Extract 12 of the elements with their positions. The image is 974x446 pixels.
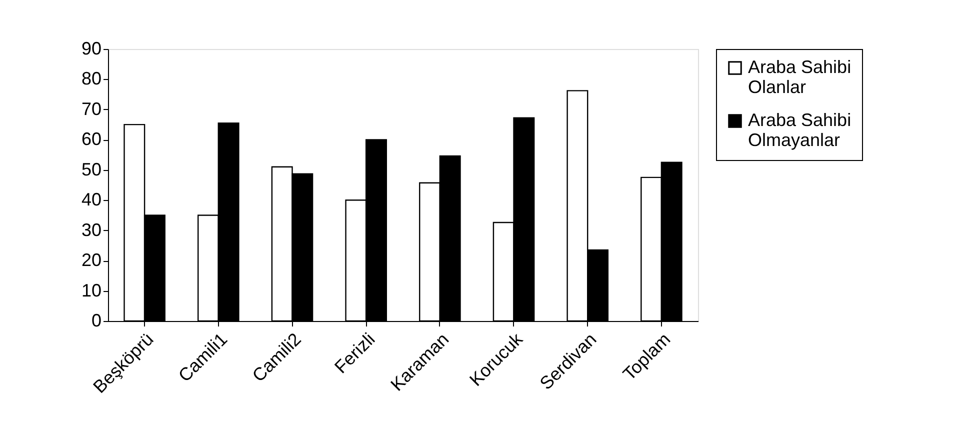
y-tick-label: 60 — [81, 129, 102, 150]
legend-label: Araba Sahibi Olanlar — [748, 57, 852, 97]
legend-label: Araba Sahibi Olmayanlar — [748, 110, 852, 150]
y-tick-label: 90 — [81, 38, 102, 58]
y-tick-label: 50 — [81, 159, 102, 180]
y-tick-label: 40 — [81, 190, 102, 210]
y-tick-label: 0 — [91, 310, 102, 330]
y-tick-label: 20 — [81, 250, 102, 270]
y-tick-label: 80 — [81, 68, 102, 89]
y-tick-label: 70 — [81, 98, 102, 119]
y-tick-label: 10 — [81, 280, 102, 300]
y-tick-label: 30 — [81, 220, 102, 240]
